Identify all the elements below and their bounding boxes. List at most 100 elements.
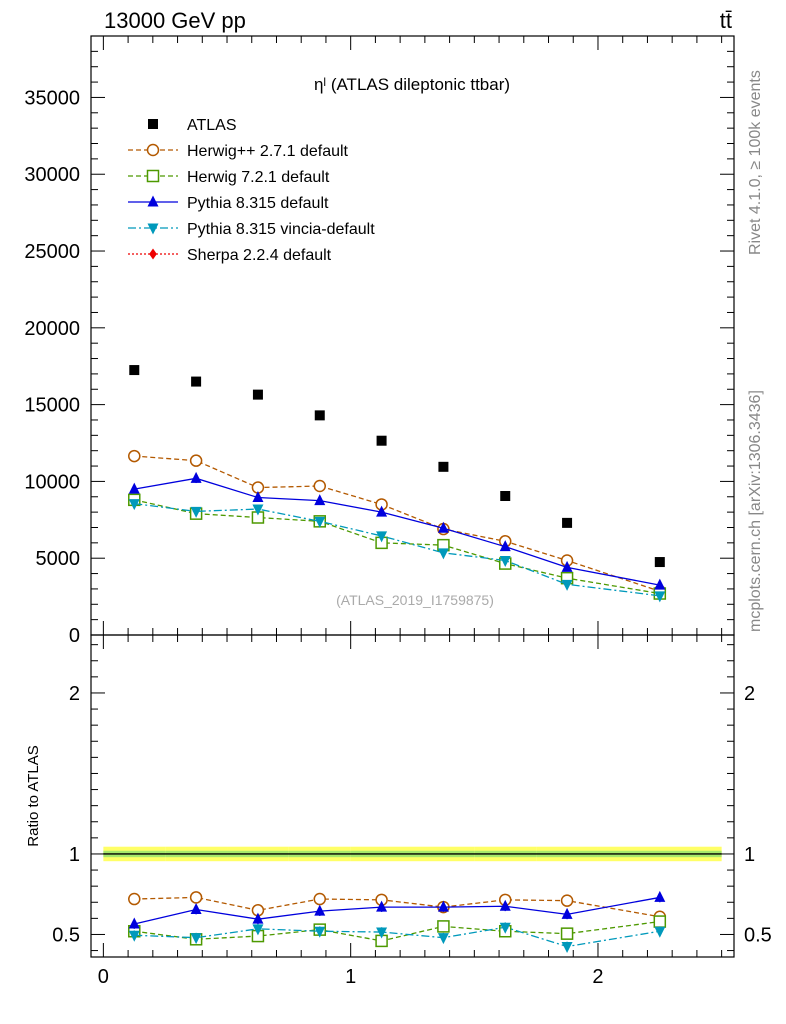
series-point [561,579,573,591]
series-point [190,506,202,518]
y-tick-label: 2 [69,683,80,705]
rivet-version-label: Rivet 4.1.0, ≥ 100k events [747,70,764,255]
ratio-point [314,904,326,916]
ratio-point [313,892,327,906]
series-point [376,531,388,543]
series-point [437,548,449,560]
header-process: tt̄ [720,8,732,33]
y-tick-label: 35000 [24,87,80,109]
atlas-point [500,491,511,502]
ratio-frame [90,634,735,958]
series-point [189,454,203,467]
y-tick-label: 20000 [24,318,80,340]
series-point [314,516,326,528]
series-point [128,482,140,494]
ratio-point [314,926,326,938]
y-tick-label: 25000 [24,241,80,263]
ratio-point [499,922,511,934]
atlas-point [129,365,140,376]
y-tick-label: 1 [69,844,80,866]
atlas-point [376,435,387,446]
ratio-ticks [91,635,734,957]
analysis-watermark: (ATLAS_2019_I1759875) [336,592,494,608]
series-point [190,471,202,483]
ratio-point [189,891,203,904]
ratio-point [252,924,264,936]
ratio-point [653,915,667,928]
ratio-point [128,930,140,942]
series-point [499,556,511,568]
ratio-point [437,920,450,933]
ratio-y-axis-label: Ratio to ATLAS [25,745,42,846]
atlas-point [314,410,325,421]
legend-marker [148,119,158,129]
atlas-point [252,389,263,400]
ratio-panel: 0.5 0.5 1 1 2 2 Ratio to ATLAS [25,634,772,958]
series-point [499,540,511,552]
ratio-point [561,942,573,954]
y-tick-label: 10000 [24,471,80,493]
ratio-point [128,917,140,929]
legend-label: Herwig++ 2.7.1 default [187,143,349,160]
ratio-uncertainty-band [103,846,722,862]
main-y-tick-labels: 0 5000 10000 15000 20000 25000 30000 35000 [24,87,80,647]
legend-marker [147,195,159,207]
legend-label: Pythia 8.315 vincia-default [187,221,375,238]
series-line [134,455,661,592]
series-line [134,499,660,595]
series-point [654,591,666,603]
y-tick-label: 30000 [24,164,80,186]
main-series [128,449,667,603]
ratio-series [128,890,667,954]
legend-marker [149,248,157,260]
series-point [314,494,326,506]
series-line [134,503,660,597]
mcplots-label: mcplots.cern.ch [arXiv:1306.3436] [747,390,764,632]
series-point [437,521,449,533]
main-panel: 0 5000 10000 15000 20000 25000 30000 35000 ηˡ (… [24,35,735,647]
ratio-point [560,927,574,940]
ratio-point [654,926,666,938]
series-point [561,560,573,572]
legend: ATLAS Herwig++ 2.7.1 default Herwig 7.2.1 … [128,117,375,264]
ratio-point [190,903,202,915]
y-tick-label-right: 0.5 [744,924,772,946]
legend-label: Sherpa 2.2.4 default [187,247,332,264]
legend-marker [146,169,160,183]
atlas-point [438,461,449,472]
y-tick-label-right: 2 [744,683,755,705]
legend-label: ATLAS [187,117,237,134]
series-point [313,479,327,493]
series-point [252,504,264,516]
chart-title: ηˡ (ATLAS dileptonic ttbar) [314,75,510,94]
atlas-data-points [129,365,665,568]
ratio-point [128,892,141,906]
x-tick-label: 0 [98,966,109,988]
ratio-point [437,933,449,945]
x-tick-label: 1 [345,966,356,988]
atlas-point [654,557,665,568]
y-tick-label: 5000 [36,548,81,570]
ratio-point [376,900,388,912]
atlas-point [562,517,573,528]
ratio-series-line [134,920,660,942]
ratio-point [252,912,264,924]
series-point [252,491,264,503]
y-tick-label: 0.5 [52,924,80,946]
series-line [134,477,660,586]
series-point [376,505,388,517]
legend-label: Herwig 7.2.1 default [187,169,330,186]
x-tick-label: 2 [592,966,603,988]
series-point [128,449,141,463]
ratio-point [376,927,388,939]
x-tick-labels: 0 1 2 [98,966,604,988]
atlas-point [191,376,202,387]
ratio-point [561,907,573,919]
series-point [654,578,666,590]
y-tick-label: 15000 [24,395,80,417]
legend-marker [146,143,160,157]
legend-label: Pythia 8.315 default [187,195,329,212]
ratio-y-tick-labels: 0.5 0.5 1 1 2 2 [52,683,772,947]
ratio-point [654,890,666,902]
